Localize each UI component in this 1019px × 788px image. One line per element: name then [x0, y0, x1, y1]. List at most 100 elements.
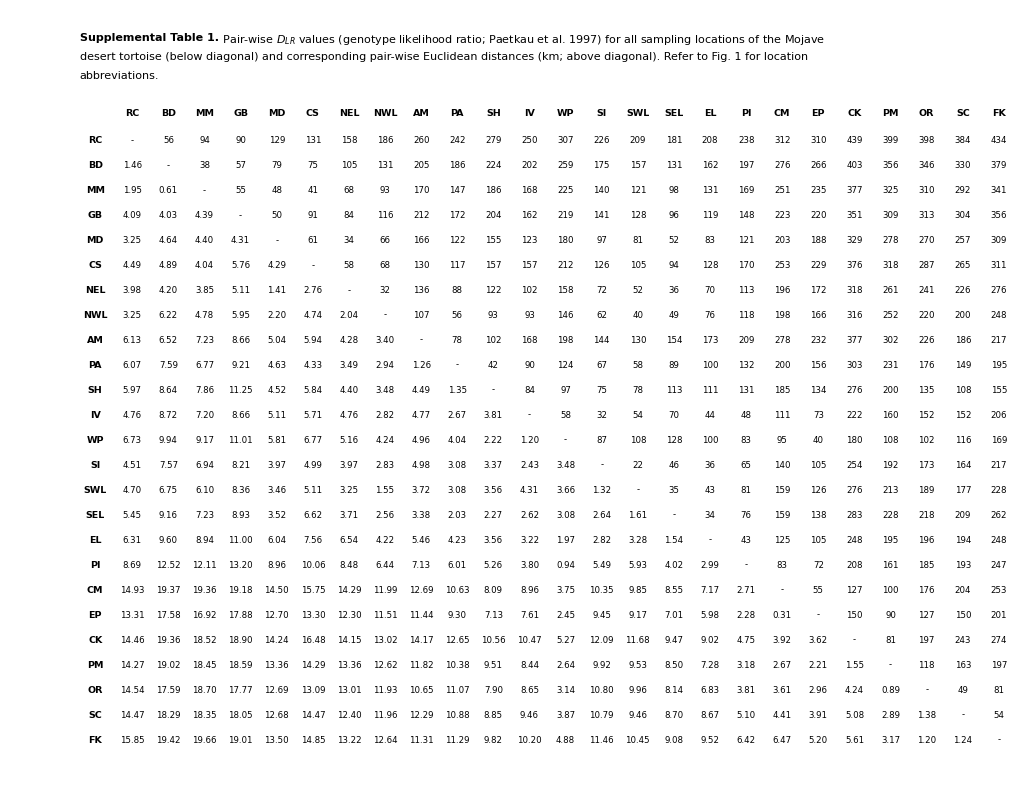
Text: 229: 229 — [809, 261, 825, 269]
Text: 93: 93 — [524, 310, 534, 320]
Text: 3.22: 3.22 — [520, 536, 538, 545]
Text: 81: 81 — [632, 236, 643, 244]
Text: 2.22: 2.22 — [483, 436, 502, 444]
Text: 140: 140 — [593, 186, 609, 195]
Text: 209: 209 — [954, 511, 970, 519]
Text: FK: FK — [991, 110, 1005, 118]
Text: 270: 270 — [917, 236, 934, 244]
Text: 2.94: 2.94 — [375, 361, 394, 370]
Text: 13.50: 13.50 — [264, 735, 288, 745]
Text: 188: 188 — [809, 236, 825, 244]
Text: 134: 134 — [809, 385, 825, 395]
Text: SC: SC — [955, 110, 969, 118]
Text: NWL: NWL — [372, 110, 397, 118]
Text: 43: 43 — [740, 536, 751, 545]
Text: 7.01: 7.01 — [663, 611, 683, 619]
Text: 102: 102 — [521, 285, 537, 295]
Text: 3.17: 3.17 — [880, 735, 899, 745]
Text: 1.24: 1.24 — [953, 735, 971, 745]
Text: 180: 180 — [556, 236, 574, 244]
Text: 150: 150 — [954, 611, 970, 619]
Text: 127: 127 — [846, 585, 862, 595]
Text: 15.85: 15.85 — [120, 735, 145, 745]
Text: 90: 90 — [235, 136, 246, 145]
Text: 2.96: 2.96 — [808, 686, 827, 694]
Text: 113: 113 — [737, 285, 754, 295]
Text: 11.93: 11.93 — [372, 686, 397, 694]
Text: 259: 259 — [556, 161, 574, 169]
Text: 168: 168 — [521, 336, 537, 344]
Text: 3.49: 3.49 — [339, 361, 358, 370]
Text: 4.40: 4.40 — [195, 236, 214, 244]
Text: Pair-wise $D_{LR}$ values (genotype likelihood ratio; Paetkau et al. 1997) for a: Pair-wise $D_{LR}$ values (genotype like… — [218, 33, 824, 47]
Text: 83: 83 — [776, 560, 787, 570]
Text: 18.59: 18.59 — [228, 660, 253, 670]
Text: 235: 235 — [809, 186, 825, 195]
Text: 302: 302 — [881, 336, 898, 344]
Text: 9.46: 9.46 — [628, 711, 647, 719]
Text: 100: 100 — [701, 361, 717, 370]
Text: 111: 111 — [701, 385, 717, 395]
Text: CK: CK — [88, 636, 102, 645]
Text: 4.63: 4.63 — [267, 361, 286, 370]
Text: 117: 117 — [448, 261, 465, 269]
Text: 195: 195 — [881, 536, 898, 545]
Text: 1.35: 1.35 — [447, 385, 467, 395]
Text: 150: 150 — [846, 611, 862, 619]
Text: IV: IV — [524, 110, 534, 118]
Text: 3.81: 3.81 — [483, 411, 502, 419]
Text: 198: 198 — [773, 310, 790, 320]
Text: 140: 140 — [773, 461, 790, 470]
Text: 7.23: 7.23 — [195, 336, 214, 344]
Text: 2.64: 2.64 — [592, 511, 610, 519]
Text: 276: 276 — [989, 285, 1006, 295]
Text: 4.98: 4.98 — [412, 461, 430, 470]
Text: 0.61: 0.61 — [159, 186, 177, 195]
Text: 11.31: 11.31 — [409, 735, 433, 745]
Text: 4.31: 4.31 — [520, 485, 538, 495]
Text: 7.61: 7.61 — [520, 611, 538, 619]
Text: 4.74: 4.74 — [303, 310, 322, 320]
Text: 4.49: 4.49 — [122, 261, 142, 269]
Text: PM: PM — [87, 660, 103, 670]
Text: 2.67: 2.67 — [772, 660, 791, 670]
Text: 8.72: 8.72 — [159, 411, 177, 419]
Text: 208: 208 — [846, 560, 862, 570]
Text: -: - — [130, 136, 133, 145]
Text: 10.80: 10.80 — [589, 686, 613, 694]
Text: 8.50: 8.50 — [663, 660, 683, 670]
Text: 9.52: 9.52 — [700, 735, 718, 745]
Text: RC: RC — [125, 110, 140, 118]
Text: 12.09: 12.09 — [589, 636, 613, 645]
Text: AM: AM — [413, 110, 429, 118]
Text: 70: 70 — [667, 411, 679, 419]
Text: 48: 48 — [740, 411, 751, 419]
Text: 2.43: 2.43 — [520, 461, 538, 470]
Text: 186: 186 — [448, 161, 465, 169]
Text: 0.31: 0.31 — [772, 611, 791, 619]
Text: -: - — [708, 536, 711, 545]
Text: 200: 200 — [773, 361, 790, 370]
Text: 0.89: 0.89 — [880, 686, 899, 694]
Text: 75: 75 — [596, 385, 606, 395]
Text: 13.36: 13.36 — [264, 660, 288, 670]
Text: 212: 212 — [556, 261, 574, 269]
Text: 248: 248 — [989, 536, 1006, 545]
Text: 58: 58 — [632, 361, 643, 370]
Text: 247: 247 — [989, 560, 1006, 570]
Text: 4.40: 4.40 — [339, 385, 358, 395]
Text: 14.29: 14.29 — [336, 585, 361, 595]
Text: 4.29: 4.29 — [267, 261, 286, 269]
Text: 3.61: 3.61 — [772, 686, 791, 694]
Text: Supplemental Table 1.: Supplemental Table 1. — [79, 33, 218, 43]
Text: 14.24: 14.24 — [264, 636, 288, 645]
Text: 49: 49 — [957, 686, 967, 694]
Text: 1.54: 1.54 — [663, 536, 683, 545]
Text: 3.48: 3.48 — [555, 461, 575, 470]
Text: 162: 162 — [521, 210, 537, 220]
Text: 204: 204 — [954, 585, 970, 595]
Text: 126: 126 — [593, 261, 609, 269]
Text: 3.97: 3.97 — [339, 461, 358, 470]
Text: 11.01: 11.01 — [228, 436, 253, 444]
Text: 130: 130 — [629, 336, 645, 344]
